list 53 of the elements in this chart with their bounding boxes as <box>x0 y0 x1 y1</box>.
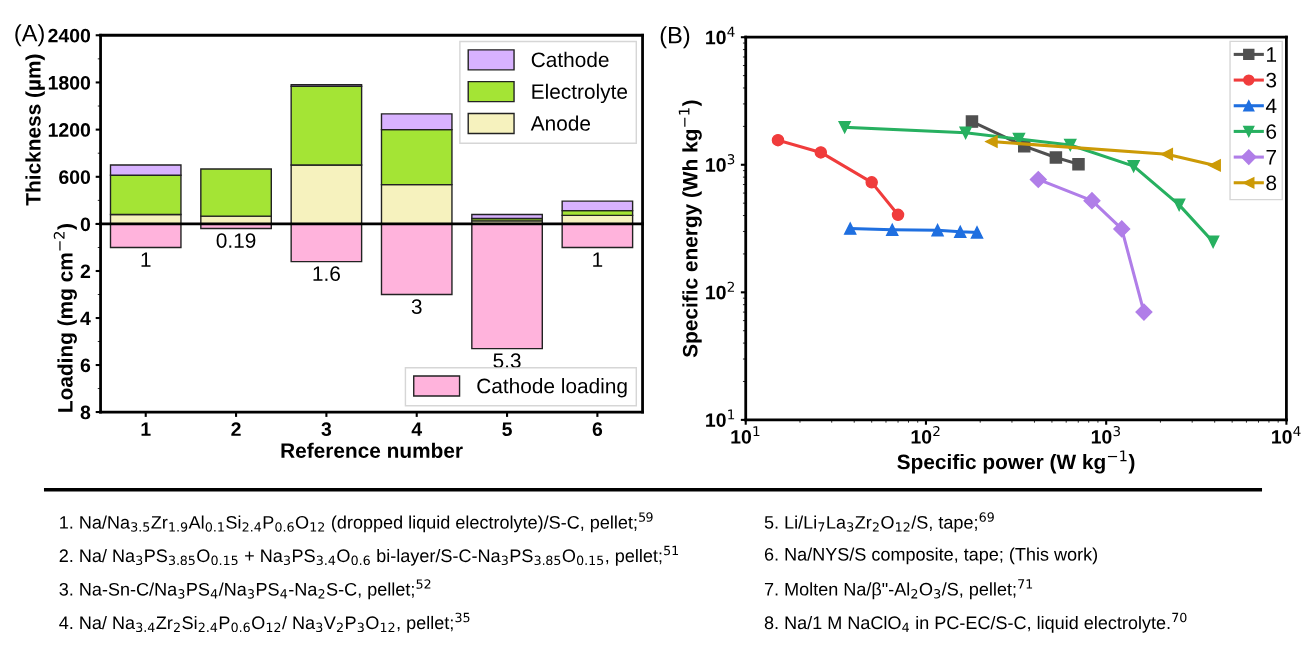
data-label: 1 <box>141 252 151 267</box>
legend-label: 4 <box>1265 98 1277 114</box>
y-tick-label: 8 <box>80 405 91 420</box>
y-tick-label: 0 <box>80 217 91 232</box>
x-tick-label: 1 <box>141 422 151 436</box>
x-tick-label: 2 <box>231 422 241 436</box>
legend-label: 3 <box>1266 72 1277 88</box>
y-axis-title: Loading (mg cm$^{−2}$) <box>53 224 77 412</box>
y-axis-title: Specific energy (Wh kg$^{−1}$) <box>678 100 702 358</box>
legend-label: Anode <box>530 115 591 131</box>
legend-label: 6 <box>1266 124 1277 139</box>
y-tick-label: 10$^{3}$ <box>706 154 735 172</box>
x-axis-title: Specific power (W kg$^{−1}$) <box>897 450 1135 474</box>
text: 5. Li/Li$_{7}$La$_{3}$Zr$_{2}$O$_{12}$/S, tape;$^{69}$ <box>764 512 994 533</box>
text: 3. Na-Sn-C/Na$_{3}$PS$_{4}$/Na$_{3}$PS$_{4}$-Na$_{2}$S-C, pellet;$^{52}$ <box>59 579 431 600</box>
x-tick-label: 6 <box>592 422 603 437</box>
x-tick-label: 5 <box>502 422 512 437</box>
y-tick-label: 2 <box>80 264 91 279</box>
y-tick-label: 6 <box>80 358 91 373</box>
x-axis-title: Reference number <box>281 442 463 458</box>
x-tick-label: 10$^{4}$ <box>1272 426 1301 444</box>
legend-label: 7 <box>1266 150 1276 165</box>
data-label: 0.19 <box>216 233 256 248</box>
data-label: 1 <box>593 252 603 267</box>
legend-label: 8 <box>1266 175 1277 191</box>
x-tick-label: 10$^{2}$ <box>911 426 940 444</box>
data-label: 3 <box>411 299 422 314</box>
y-tick-label: 10$^{2}$ <box>706 281 734 300</box>
text: 8. Na/1 M NaClO$_{4}$ in PC-EC/S-C, liquid electrolyte.$^{70}$ <box>764 612 1187 633</box>
y-tick-label: 4 <box>80 311 91 326</box>
x-tick-label: 4 <box>411 422 423 436</box>
text: 7. Molten Na/β"-Al$_{2}$O$_{3}$/S, pellet;$^{71}$ <box>764 579 1033 600</box>
legend-label: Cathode loading <box>477 378 627 398</box>
chart-title: (B) <box>660 26 690 49</box>
y-tick-label: 10$^{4}$ <box>706 26 735 45</box>
text: 4. Na/ Na$_{3.4}$Zr$_{2}$Si$_{2.4}$P$_{0.6}$O$_{12}$/ Na$_{3}$V$_{2}$P$_{3}$O$_{12}$, pellet;$^{35}$ <box>59 612 470 633</box>
x-tick-label: 3 <box>321 422 332 437</box>
text: 2. Na/ Na$_{3}$PS$_{3.85}$O$_{0.15}$ + Na$_{3}$PS$_{3.4}$O$_{0.6}$ bi-layer/S-C-Na$_{3}$PS$_{3.85}$O$_{0.15}$, pellet;$^{51}$ <box>59 545 679 566</box>
x-tick-label: 10$^{3}$ <box>1091 426 1121 444</box>
legend-label: 1 <box>1267 47 1277 62</box>
x-tick-label: 10$^{1}$ <box>731 426 760 444</box>
data-label: 5.3 <box>493 353 521 369</box>
y-axis-title: Thickness (µm) <box>25 54 45 206</box>
text: 6. Na/NYS/S composite, tape; (This work) <box>764 547 1098 565</box>
legend-label: Cathode <box>531 51 609 68</box>
y-tick-label: 1800 <box>48 75 91 90</box>
data-label: 1.6 <box>313 266 340 282</box>
legend-label: Electrolyte <box>532 83 628 104</box>
y-tick-label: 2400 <box>48 28 91 43</box>
y-tick-label: 600 <box>59 170 91 185</box>
chart-title: (A) <box>15 24 44 47</box>
text: 1. Na/Na$_{3.5}$Zr$_{1.9}$Al$_{0.1}$Si$_{2.4}$P$_{0.6}$O$_{12}$ (dropped liquid electrolyte)/S-C, pellet;$^{59}$ <box>60 512 653 533</box>
y-tick-label: 1200 <box>48 123 91 137</box>
